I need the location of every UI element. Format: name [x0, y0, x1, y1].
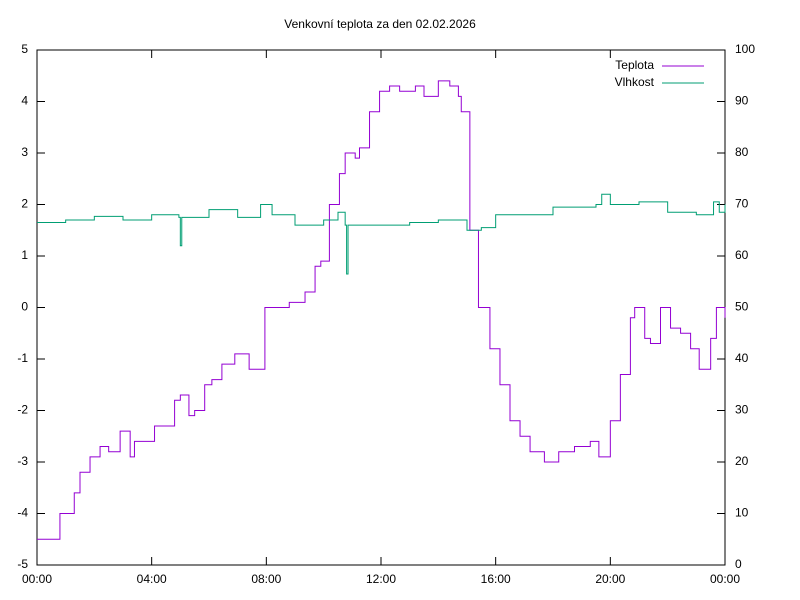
series-line — [37, 193, 726, 275]
y-tick-label: -4 — [17, 506, 28, 520]
chart-title: Venkovní teplota za den 02.02.2026 — [284, 17, 476, 31]
x-tick-label: 00:00 — [22, 572, 52, 586]
y-tick-label: 1 — [21, 248, 28, 262]
y2-tick-label: 80 — [735, 145, 749, 159]
y-tick-label: 5 — [21, 42, 28, 56]
x-tick-label: 16:00 — [481, 572, 511, 586]
x-tick-label: 12:00 — [366, 572, 396, 586]
legend-label: Teplota — [615, 58, 654, 72]
y2-tick-label: 70 — [735, 197, 749, 211]
y2-tick-label: 100 — [735, 42, 755, 56]
y2-tick-label: 50 — [735, 300, 749, 314]
y-tick-label: 4 — [21, 94, 28, 108]
y2-tick-label: 60 — [735, 248, 749, 262]
y-tick-label: 3 — [21, 145, 28, 159]
y-tick-label: -2 — [17, 403, 28, 417]
x-tick-label: 08:00 — [251, 572, 281, 586]
series-line — [37, 80, 726, 540]
y-tick-label: -1 — [17, 351, 28, 365]
y2-tick-label: 40 — [735, 351, 749, 365]
y2-tick-label: 0 — [735, 557, 742, 571]
y2-tick-label: 10 — [735, 506, 749, 520]
y-tick-label: 0 — [21, 300, 28, 314]
x-tick-label: 04:00 — [137, 572, 167, 586]
y-tick-label: -5 — [17, 557, 28, 571]
x-tick-label: 20:00 — [595, 572, 625, 586]
y2-tick-label: 20 — [735, 454, 749, 468]
y2-tick-label: 90 — [735, 94, 749, 108]
y2-tick-label: 30 — [735, 403, 749, 417]
y-tick-label: 2 — [21, 197, 28, 211]
y-tick-label: -3 — [17, 454, 28, 468]
legend-label: Vlhkost — [615, 75, 655, 89]
x-tick-label: 00:00 — [710, 572, 740, 586]
